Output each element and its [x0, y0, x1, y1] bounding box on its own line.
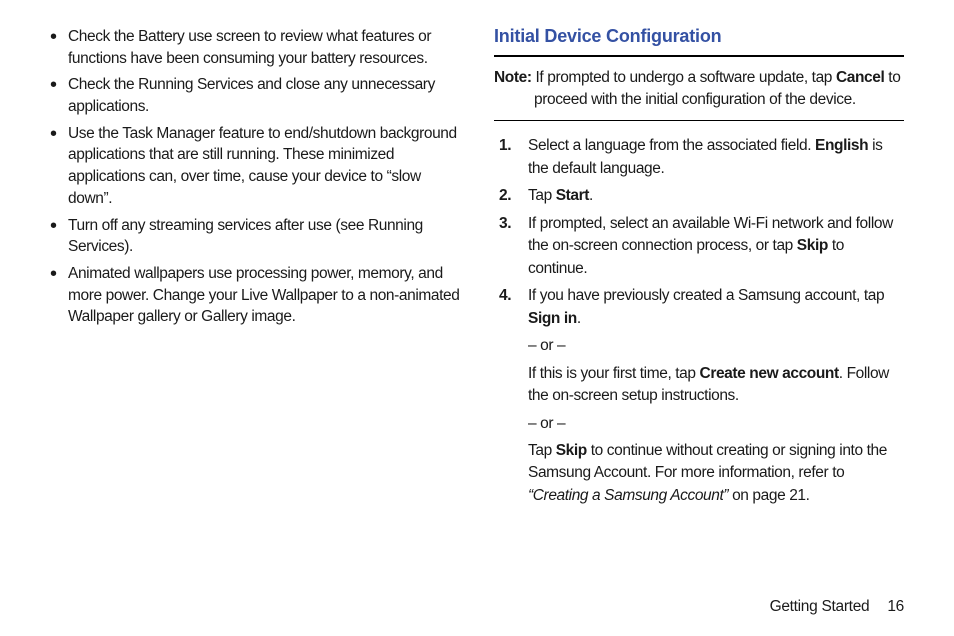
bullet-text: Turn off any streaming services after us…: [68, 217, 423, 256]
bullet-text: Check the Running Services and close any…: [68, 76, 435, 115]
right-column: Initial Device Configuration Note: If pr…: [494, 26, 904, 590]
step-text: .: [589, 187, 593, 204]
note-bold: Cancel: [836, 69, 884, 86]
step-bold: Create new account: [700, 365, 839, 382]
step-number: 4.: [499, 285, 511, 307]
step-number: 1.: [499, 135, 511, 157]
step-bold: English: [815, 137, 868, 154]
step-item: 4. If you have previously created a Sams…: [494, 285, 904, 507]
bullet-item: Animated wallpapers use processing power…: [50, 263, 460, 328]
step-text: Tap: [528, 187, 556, 204]
step-bold: Skip: [556, 442, 587, 459]
step-item: 1. Select a language from the associated…: [494, 135, 904, 180]
note-block: Note: If prompted to undergo a software …: [494, 67, 904, 110]
page: Check the Battery use screen to review w…: [0, 0, 954, 636]
bullet-text: Use the Task Manager feature to end/shut…: [68, 125, 457, 207]
step-item: 3. If prompted, select an available Wi-F…: [494, 213, 904, 280]
step-or: – or –: [528, 413, 904, 435]
steps-list: 1. Select a language from the associated…: [494, 135, 904, 507]
step-text: .: [577, 310, 581, 327]
bullet-item: Check the Battery use screen to review w…: [50, 26, 460, 69]
step-number: 2.: [499, 185, 511, 207]
heading-divider: [494, 55, 904, 57]
page-footer: Getting Started 16: [50, 590, 904, 616]
two-column-layout: Check the Battery use screen to review w…: [50, 26, 904, 590]
bullet-item: Check the Running Services and close any…: [50, 74, 460, 117]
tips-bullet-list: Check the Battery use screen to review w…: [50, 26, 460, 328]
step-or: – or –: [528, 335, 904, 357]
bullet-item: Use the Task Manager feature to end/shut…: [50, 123, 460, 210]
step-item: 2. Tap Start.: [494, 185, 904, 207]
section-heading: Initial Device Configuration: [494, 26, 904, 47]
step-text: Select a language from the associated fi…: [528, 137, 815, 154]
footer-section-name: Getting Started: [770, 598, 870, 615]
bullet-text: Check the Battery use screen to review w…: [68, 28, 431, 67]
step-bold: Skip: [797, 237, 828, 254]
step-sub: Tap Skip to continue without creating or…: [528, 440, 904, 507]
step-text: If this is your first time, tap: [528, 365, 700, 382]
step-sub: If this is your first time, tap Create n…: [528, 363, 904, 408]
footer-page-number: 16: [887, 598, 904, 615]
step-number: 3.: [499, 213, 511, 235]
step-reference: “Creating a Samsung Account”: [528, 487, 732, 504]
step-bold: Start: [556, 187, 589, 204]
step-text: If you have previously created a Samsung…: [528, 287, 884, 304]
bullet-item: Turn off any streaming services after us…: [50, 215, 460, 258]
note-text: If prompted to undergo a software update…: [532, 69, 836, 86]
note-divider: [494, 120, 904, 121]
left-column: Check the Battery use screen to review w…: [50, 26, 460, 590]
step-bold: Sign in: [528, 310, 577, 327]
step-text: on page 21.: [732, 487, 809, 504]
step-text: Tap: [528, 442, 556, 459]
note-label: Note:: [494, 69, 532, 86]
bullet-text: Animated wallpapers use processing power…: [68, 265, 459, 325]
